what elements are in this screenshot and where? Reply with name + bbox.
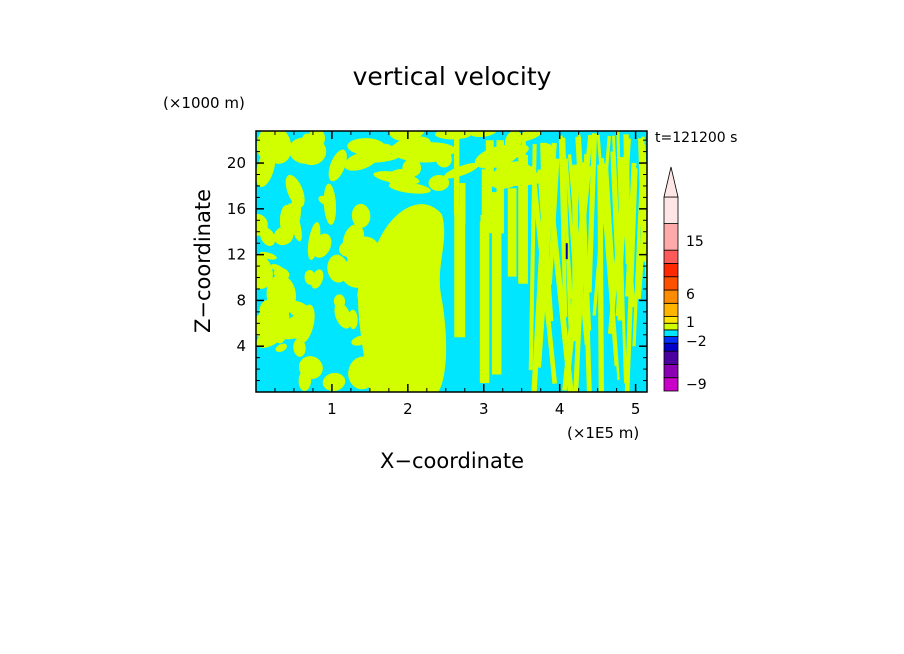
positive-cell (311, 269, 324, 289)
y-tick-label: 4 (236, 337, 246, 355)
y-unit-label: (×1000 m) (163, 94, 245, 112)
colorbar-label: 1 (686, 315, 695, 331)
positive-cell (491, 201, 502, 375)
positive-stripe (535, 142, 557, 368)
positive-cell (285, 314, 313, 339)
positive-cell (327, 254, 349, 283)
positive-cell (481, 169, 493, 234)
positive-cell (459, 182, 466, 224)
colorbar-label: −2 (686, 334, 707, 350)
colorbar-band (663, 276, 679, 291)
positive-stripe (632, 136, 645, 347)
colorbar-band (663, 302, 679, 317)
colorbar: 15 6 1 −2 −9 (663, 166, 707, 393)
positive-cell (328, 149, 347, 182)
time-label: t=121200 s (655, 130, 737, 146)
positive-cell (322, 372, 346, 392)
y-tick-label: 20 (227, 154, 246, 172)
positive-cell (485, 140, 494, 185)
positive-cell (479, 221, 490, 384)
colorbar-band (663, 223, 679, 251)
positive-stripe (603, 163, 616, 284)
positive-stripe (615, 138, 631, 317)
x-unit-label: (×1E5 m) (567, 424, 639, 442)
positive-cell (496, 140, 505, 234)
positive-cell (507, 188, 517, 277)
positive-stripe (547, 158, 560, 285)
positive-cell (256, 253, 273, 289)
positive-cell (344, 150, 379, 171)
colorbar-band (663, 249, 679, 264)
chart-title: vertical velocity (353, 62, 552, 91)
positive-cell (454, 205, 466, 338)
positive-stripe (562, 137, 572, 326)
positive-cell (521, 132, 526, 205)
x-tick-label: 4 (555, 400, 565, 418)
positive-stripe (534, 144, 553, 343)
positive-cell (480, 215, 486, 274)
colorbar-band (663, 196, 679, 224)
positive-cell (293, 338, 306, 357)
positive-cell (256, 148, 276, 187)
colorbar-label: 6 (686, 287, 695, 303)
y-tick-label: 16 (227, 200, 246, 218)
x-tick-label: 5 (631, 400, 641, 418)
x-tick-label: 1 (327, 400, 337, 418)
colorbar-band (663, 263, 679, 278)
positive-cell (288, 195, 302, 235)
positive-cell (259, 251, 277, 260)
positive-cell (270, 264, 286, 274)
colorbar-band (663, 289, 679, 304)
positive-cell (518, 155, 529, 284)
y-tick-label: 12 (227, 246, 246, 264)
plot-frame (255, 130, 648, 393)
colorbar-band (663, 350, 679, 365)
colorbar-label: −9 (686, 377, 707, 393)
positive-cell (351, 203, 371, 228)
y-axis-title: Z−coordinate (191, 189, 215, 333)
positive-stripe (636, 160, 647, 300)
colorbar-band (663, 342, 679, 352)
positive-cell (298, 356, 323, 380)
colorbar-extension (663, 166, 679, 198)
positive-cell (259, 227, 276, 247)
positive-stripe (592, 135, 611, 316)
positive-stripe (528, 144, 537, 371)
positive-stripe (623, 168, 638, 392)
y-axis: 4 8 12 16 20 (227, 139, 647, 382)
positive-stripe (558, 135, 568, 318)
x-tick-label: 2 (403, 400, 413, 418)
positive-cell (258, 299, 283, 340)
colorbar-band (663, 377, 679, 392)
contour-field (256, 131, 647, 392)
positive-cell (343, 236, 372, 261)
colorbar-band (663, 364, 679, 379)
positive-cell (453, 132, 460, 215)
colorbar-band (663, 322, 679, 331)
central-updraft (357, 204, 447, 392)
colorbar-band (663, 316, 679, 324)
positive-cell (373, 171, 420, 185)
positive-stripe (562, 134, 593, 391)
colorbar-band (663, 336, 679, 344)
positive-cell (275, 343, 287, 352)
positive-cell (334, 302, 352, 329)
positive-cell (349, 273, 360, 286)
x-tick-label: 3 (479, 400, 489, 418)
positive-stripe (586, 133, 598, 293)
positive-cell (303, 133, 322, 147)
positive-cell (443, 162, 480, 179)
x-axis: 1 2 3 4 5 (274, 131, 641, 418)
positive-cell (404, 142, 457, 158)
colorbar-label: 15 (686, 234, 704, 250)
positive-cell (428, 174, 450, 191)
strong-downdraft (565, 243, 568, 260)
x-axis-title: X−coordinate (380, 449, 524, 473)
positive-cell (307, 222, 321, 260)
y-tick-label: 8 (236, 291, 246, 309)
positive-cell (318, 195, 335, 207)
colorbar-band (663, 329, 679, 337)
